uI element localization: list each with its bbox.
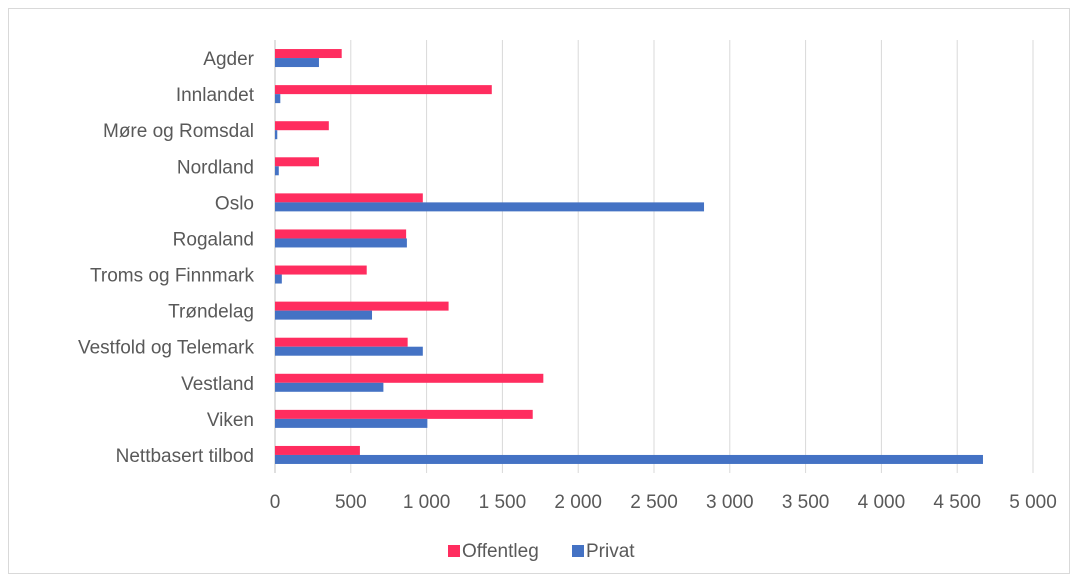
category-label: Vestfold og Telemark (78, 338, 255, 359)
x-tick-label: 3 000 (706, 492, 754, 513)
bar-privat-11 (275, 454, 983, 464)
category-label: Oslo (215, 193, 254, 214)
bar-offentleg-8 (275, 337, 408, 347)
category-label: Rogaland (173, 229, 254, 250)
bar-privat-4 (275, 202, 705, 212)
bar-offentleg-3 (275, 157, 319, 167)
x-tick-label: 2 000 (554, 492, 602, 513)
category-label: Trøndelag (168, 302, 254, 323)
category-label: Møre og Romsdal (103, 121, 254, 142)
x-tick-label: 5 000 (1009, 492, 1057, 513)
category-label: Nettbasert tilbod (116, 446, 254, 467)
bar-offentleg-5 (275, 229, 407, 239)
bar-privat-7 (275, 310, 373, 320)
x-tick-label: 2 500 (630, 492, 678, 513)
category-label: Vestland (181, 374, 254, 395)
bar-privat-0 (275, 58, 319, 68)
category-label: Agder (203, 49, 254, 70)
legend-label-privat: Privat (586, 541, 635, 562)
bar-privat-8 (275, 346, 423, 356)
bar-privat-9 (275, 382, 384, 392)
bar-offentleg-2 (275, 121, 329, 131)
bar-offentleg-10 (275, 409, 533, 419)
bar-privat-6 (275, 274, 282, 284)
bar-privat-10 (275, 418, 428, 428)
bar-offentleg-6 (275, 265, 367, 275)
bar-privat-2 (275, 130, 278, 140)
bars (275, 49, 983, 464)
category-labels: Agder Innlandet Møre og Romsdal Nordland Osl… (78, 49, 255, 467)
bar-offentleg-4 (275, 193, 423, 203)
category-label: Viken (207, 410, 254, 431)
x-tick-label: 1 000 (403, 492, 451, 513)
category-label: Innlandet (176, 85, 255, 106)
category-label: Troms og Finnmark (90, 266, 254, 287)
x-tick-label: 4 000 (858, 492, 906, 513)
bar-offentleg-11 (275, 445, 360, 455)
bar-privat-5 (275, 238, 407, 248)
x-tick-labels: 0 500 1 000 1 500 2 000 2 500 3 000 3 500 4 000 4… (270, 492, 1057, 513)
x-tick-label: 500 (335, 492, 367, 513)
legend: Offentleg Privat (448, 541, 635, 562)
bar-offentleg-1 (275, 85, 492, 95)
category-label: Nordland (177, 157, 254, 178)
x-tick-label: 3 500 (782, 492, 830, 513)
bar-privat-3 (275, 166, 279, 176)
bar-offentleg-7 (275, 301, 449, 311)
chart-frame (8, 8, 1070, 574)
legend-label-offentleg: Offentleg (462, 541, 539, 562)
bar-offentleg-0 (275, 49, 342, 59)
x-tick-label: 0 (270, 492, 281, 513)
x-tick-label: 4 500 (933, 492, 981, 513)
bar-privat-1 (275, 94, 281, 104)
bar-offentleg-9 (275, 373, 544, 383)
legend-swatch-offentleg (448, 545, 460, 557)
gridlines (274, 40, 1034, 473)
legend-swatch-privat (572, 545, 584, 557)
x-tick-label: 1 500 (479, 492, 527, 513)
